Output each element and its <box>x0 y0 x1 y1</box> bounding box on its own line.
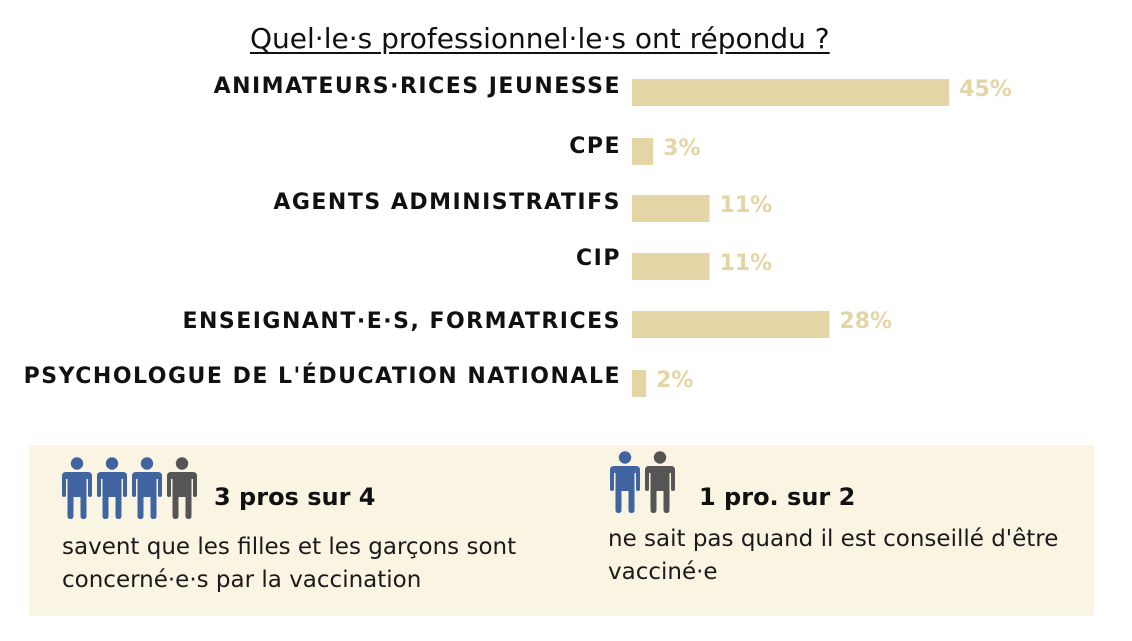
callout-1-text-line-2: concerné·e·s par la vaccination <box>62 567 422 593</box>
value-label-1: 45% <box>959 77 1012 102</box>
callout-2-text-line-2: vacciné·e <box>608 559 718 585</box>
value-label-6: 2% <box>656 368 694 393</box>
callout-1-stat: 3 pros sur 4 <box>214 483 376 511</box>
category-label-6: Psychologue de l'éducation nationale <box>23 364 621 389</box>
bar-4 <box>632 253 710 280</box>
person-blue-icon <box>62 457 92 519</box>
stats-panel: 3 pros sur 4 savent que les filles et le… <box>29 445 1094 616</box>
person-blue-icon <box>97 457 127 519</box>
callout-2-text-line-1: ne sait pas quand il est conseillé d'êtr… <box>608 526 1059 552</box>
value-label-3: 11% <box>719 193 773 218</box>
category-label-3: Agents administratifs <box>273 190 621 215</box>
category-label-5: Enseignant·e·s, formatrices <box>182 309 621 334</box>
category-label-4: CIP <box>576 246 621 271</box>
bar-1 <box>632 79 950 106</box>
person-gray-icon <box>167 457 197 519</box>
bar-2 <box>632 138 654 165</box>
person-blue-icon <box>132 457 162 519</box>
category-label-2: CPE <box>569 134 621 159</box>
bar-6 <box>632 370 647 397</box>
person-gray-icon <box>645 451 675 513</box>
chart-title: Quel·le·s professionnel·le·s ont répondu… <box>250 22 830 55</box>
bar-5 <box>632 311 830 338</box>
bar-3 <box>632 195 710 222</box>
value-label-5: 28% <box>839 309 893 334</box>
callout-2-stat: 1 pro. sur 2 <box>699 483 856 511</box>
callout-1-text: savent que les filles et les garçons son… <box>62 531 516 597</box>
callout-1-text-line-1: savent que les filles et les garçons son… <box>62 534 517 560</box>
value-label-4: 11% <box>719 251 773 276</box>
person-blue-icon <box>610 451 640 513</box>
callout-2-text: ne sait pas quand il est conseillé d'êtr… <box>608 523 1058 589</box>
value-label-2: 3% <box>663 136 701 161</box>
category-label-1: Animateurs·rices jeunesse <box>213 74 621 99</box>
